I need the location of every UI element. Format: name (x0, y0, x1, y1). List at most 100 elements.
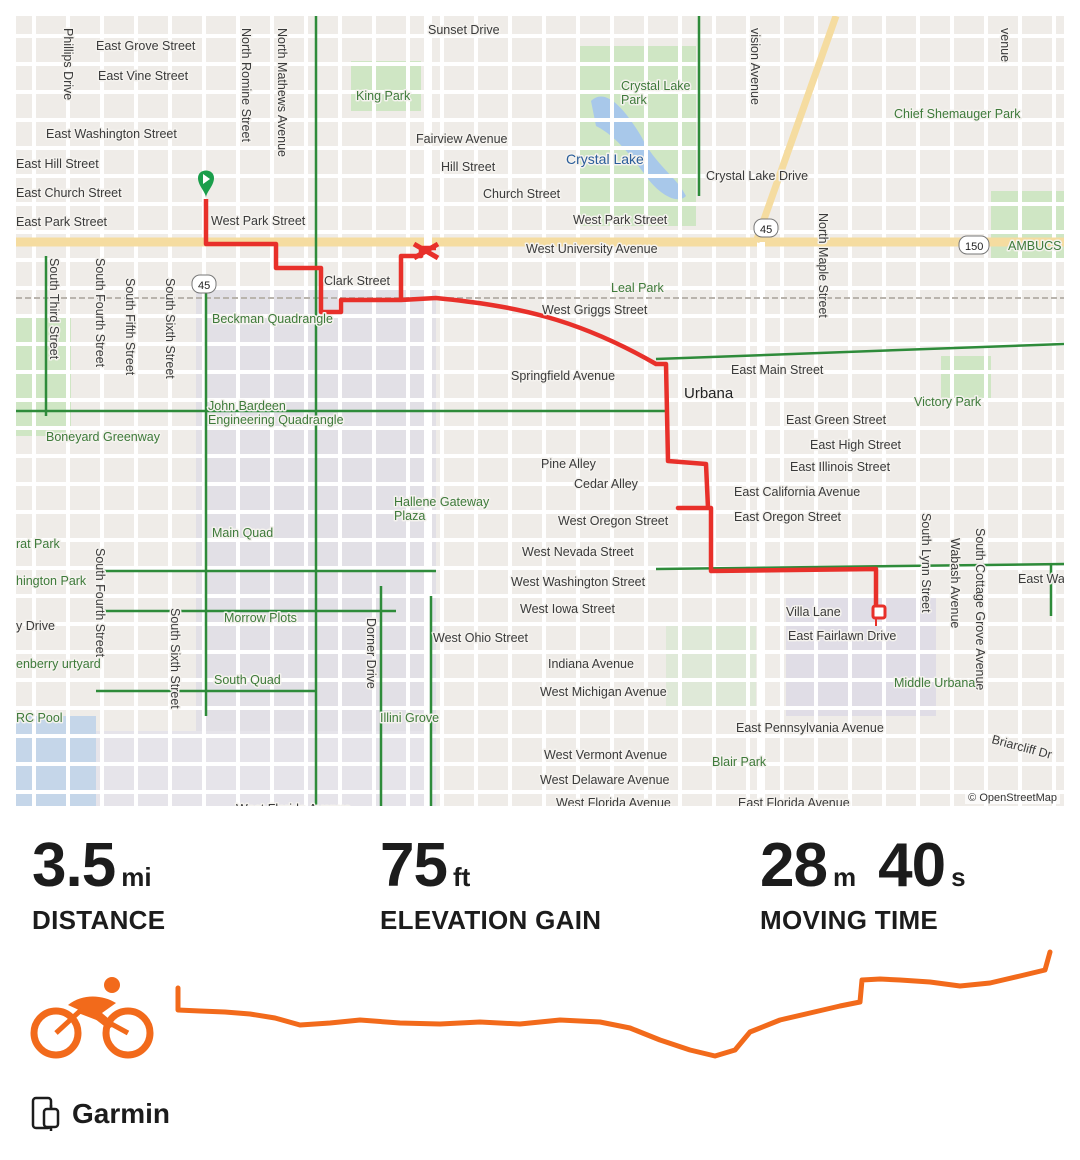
street-label: Hill Street (441, 160, 496, 174)
street-label: Sunset Drive (428, 23, 500, 37)
street-label: West Florida Avenue (236, 802, 351, 806)
route-shield-number: 45 (760, 224, 772, 236)
street-label: West Griggs Street (542, 303, 648, 317)
distance-value: 3.5 (32, 831, 116, 900)
place-label-line2: Engineering Quadrangle (208, 413, 344, 427)
street-label: East Fairlawn Drive (788, 629, 896, 643)
street-label: East Church Street (16, 186, 122, 200)
street-label: East High Street (810, 438, 902, 452)
route-map[interactable]: 45 45 150 Sunset Drive East Grove Street Eas… (16, 16, 1064, 806)
street-label: North Romine Street (239, 28, 253, 142)
street-label: East Oregon Street (734, 510, 842, 524)
street-label: Fairview Avenue (416, 132, 508, 146)
street-label: Cedar Alley (574, 477, 639, 491)
street-label: South Lynn Street (919, 513, 933, 613)
street-label: East Pennsylvania Avenue (736, 721, 884, 735)
street-label: South Sixth Street (163, 278, 177, 379)
street-label: North Maple Street (816, 213, 830, 318)
street-label: West Florida Avenue (556, 796, 671, 806)
street-label: West University Avenue (526, 242, 658, 256)
stat-distance: 3.5 mi DISTANCE (32, 835, 165, 936)
place-label: RC Pool (16, 711, 63, 725)
elevation-value: 75 (380, 831, 448, 900)
place-label: hington Park (16, 574, 87, 588)
place-label: Beckman Quadrangle (212, 312, 333, 326)
route-shield-number: 45 (198, 280, 210, 292)
place-label: enberry urtyard (16, 657, 101, 671)
street-label: South Fifth Street (123, 278, 137, 376)
street-label: West Washington Street (511, 575, 646, 589)
street-label: South Cottage Grove Avenue (973, 528, 987, 690)
street-label: venue (998, 28, 1012, 62)
street-label: East California Avenue (734, 485, 860, 499)
distance-label: DISTANCE (32, 905, 166, 935)
place-label: Chief Shemauger Park (894, 107, 1021, 121)
elevation-unit: ft (452, 862, 471, 892)
street-label: East Park Street (16, 215, 108, 229)
place-label: South Quad (214, 673, 281, 687)
street-label: Villa Lane (786, 605, 841, 619)
street-label: East Wa (1018, 572, 1064, 586)
start-marker[interactable] (198, 170, 214, 199)
street-label: South Fourth Street (93, 258, 107, 368)
street-label: North Mathews Avenue (275, 28, 289, 157)
street-label: East Grove Street (96, 39, 196, 53)
street-label: West Michigan Avenue (540, 685, 667, 699)
moving-seconds-value: 40 (878, 831, 946, 900)
place-label: Middle Urbana (894, 676, 975, 690)
cycleway-network (16, 16, 1064, 806)
place-label: Main Quad (212, 526, 273, 540)
street-label: West Park Street (573, 213, 668, 227)
place-label: rat Park (16, 537, 61, 551)
street-label: West Vermont Avenue (544, 748, 667, 762)
place-label: Illini Grove (380, 711, 439, 725)
place-label: Blair Park (712, 755, 767, 769)
map-attribution[interactable]: © OpenStreetMap (965, 792, 1060, 804)
route-shield-number: 150 (965, 241, 983, 253)
stat-elevation-gain: 75 ft ELEVATION GAIN (380, 835, 601, 936)
moving-minutes-unit: m (832, 862, 857, 892)
place-label: Leal Park (611, 281, 665, 295)
watch-phone-icon (31, 1096, 60, 1131)
place-label: Morrow Plots (224, 611, 297, 625)
elevation-label: ELEVATION GAIN (380, 905, 602, 935)
street-label: Springfield Avenue (511, 369, 615, 383)
street-label: West Nevada Street (522, 545, 634, 559)
route-shield: 45 (191, 274, 217, 294)
street-label: South Sixth Street (168, 608, 182, 709)
place-label: Crystal Lake (566, 151, 644, 167)
street-label: y Drive (16, 619, 55, 633)
street-label: Dorner Drive (364, 618, 378, 689)
map-canvas: 45 45 150 Sunset Drive East Grove Street Eas… (16, 16, 1064, 806)
street-label: Clark Street (324, 274, 391, 288)
place-label: John Bardeen (208, 399, 286, 413)
place-label: Hallene Gateway (394, 495, 490, 509)
street-label: South Third Street (47, 258, 61, 360)
street-label: West Oregon Street (558, 514, 669, 528)
place-label: AMBUCS Park (1008, 239, 1064, 253)
street-label: vision Avenue (748, 28, 762, 105)
place-label: Victory Park (914, 395, 982, 409)
place-label: Boneyard Greenway (46, 430, 161, 444)
street-label: West Delaware Avenue (540, 773, 670, 787)
street-label: East Vine Street (98, 69, 189, 83)
street-label: East Hill Street (16, 157, 99, 171)
device-row: Garmin (30, 1096, 170, 1132)
street-label: Phillips Drive (61, 28, 75, 100)
street-label: Crystal Lake Drive (706, 169, 808, 183)
moving-minutes-value: 28 (760, 831, 828, 900)
place-label: Urbana (684, 385, 734, 402)
place-label: King Park (356, 89, 411, 103)
place-label-line2: Park (621, 93, 647, 107)
cycling-icon (30, 977, 154, 1059)
end-marker[interactable] (871, 604, 887, 626)
route-shield: 45 (753, 218, 779, 238)
street-label: Wabash Avenue (948, 538, 962, 628)
elevation-profile (175, 949, 1053, 1059)
street-label: West Iowa Street (520, 602, 615, 616)
place-label-line2: Plaza (394, 509, 425, 523)
device-name: Garmin (72, 1098, 171, 1129)
street-label: West Park Street (211, 214, 306, 228)
moving-time-label: MOVING TIME (760, 905, 939, 935)
street-label: East Florida Avenue (738, 796, 850, 806)
